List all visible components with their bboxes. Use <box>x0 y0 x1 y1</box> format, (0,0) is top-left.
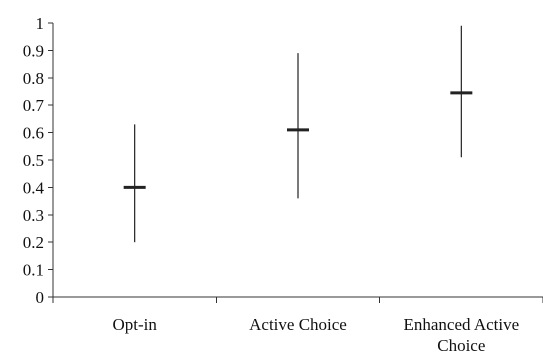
y-tick-label: 0 <box>36 288 45 307</box>
y-tick-label: 0.7 <box>23 96 45 115</box>
x-category-label: Opt-in <box>112 315 157 334</box>
x-category-label: Enhanced Active <box>404 315 520 334</box>
x-category-label: Active Choice <box>249 315 347 334</box>
x-category-label: Choice <box>437 336 485 354</box>
y-tick-label: 0.2 <box>23 233 44 252</box>
y-tick-label: 0.3 <box>23 206 44 225</box>
y-tick-label: 0.8 <box>23 69 44 88</box>
y-tick-label: 0.5 <box>23 151 44 170</box>
y-tick-label: 0.1 <box>23 261 44 280</box>
y-tick-label: 0.6 <box>23 124 44 143</box>
y-tick-label: 0.4 <box>23 178 45 197</box>
y-tick-label: 1 <box>36 14 45 33</box>
y-tick-label: 0.9 <box>23 41 44 60</box>
